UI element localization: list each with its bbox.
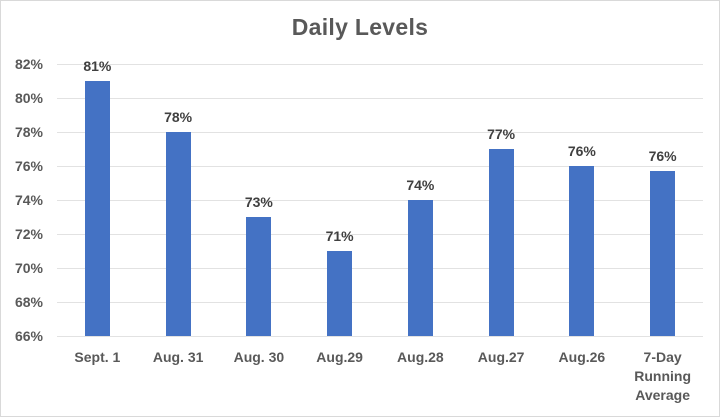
bar-value-label: 78% <box>164 109 193 125</box>
bar-aug-27 <box>488 149 514 336</box>
gridline <box>57 166 703 167</box>
bar-value-label: 76% <box>567 143 596 159</box>
gridline <box>57 98 703 99</box>
gridline <box>57 336 703 337</box>
y-axis: 82% 80% 78% 76% 74% 72% 70% 68% 66% <box>1 56 47 344</box>
bar-aug-28 <box>407 200 433 336</box>
bar-aug-29 <box>327 251 353 336</box>
x-category-label-aug-29: Aug.29 <box>316 349 363 365</box>
x-category-label-aug-30: Aug. 30 <box>233 349 285 365</box>
x-category-label-aug-31: Aug. 31 <box>152 349 204 365</box>
gridline <box>57 132 703 133</box>
bar-aug-31 <box>165 132 191 336</box>
chart-title: Daily Levels <box>291 14 429 40</box>
gridline <box>57 234 703 235</box>
gridline <box>57 268 703 269</box>
bar-value-label: 76% <box>648 148 677 164</box>
bar-sept-1 <box>84 81 110 336</box>
x-category-label-7-day-running-average: 7-Day Running Average <box>634 349 691 403</box>
y-tick-label: 78% <box>14 124 43 140</box>
y-tick-label: 76% <box>14 158 43 174</box>
x-axis: Sept. 1 Aug. 31 Aug. 30 Aug.29 Aug.28 Aug.27 A… <box>57 348 703 405</box>
y-tick-label: 66% <box>14 328 43 344</box>
bar-value-label: 71% <box>325 228 354 244</box>
y-tick-label: 82% <box>14 56 43 72</box>
bar-aug-26 <box>569 166 595 336</box>
gridline <box>57 302 703 303</box>
y-tick-label: 80% <box>14 90 43 106</box>
bar-aug-30 <box>246 217 272 336</box>
bar-value-label: 73% <box>244 194 273 210</box>
bar-value-label: 77% <box>487 126 516 142</box>
bar-value-label: 74% <box>406 177 435 193</box>
y-tick-label: 74% <box>14 192 43 208</box>
gridline <box>57 200 703 201</box>
bar-7-day-running-average <box>650 171 676 336</box>
y-tick-label: 72% <box>14 226 43 242</box>
plot-area: 81% 78% 73% 71% 74% 77% 76% 76% <box>57 59 703 337</box>
x-category-label-aug-26: Aug.26 <box>558 349 606 365</box>
x-category-label-aug-28: Aug.28 <box>397 349 444 365</box>
gridline <box>57 64 703 65</box>
x-category-label-aug-27: Aug.27 <box>477 349 525 365</box>
y-tick-label: 70% <box>14 260 43 276</box>
bar-value-label: 81% <box>83 58 112 74</box>
x-category-label-sept-1: Sept. 1 <box>74 349 121 365</box>
y-tick-label: 68% <box>14 294 43 310</box>
